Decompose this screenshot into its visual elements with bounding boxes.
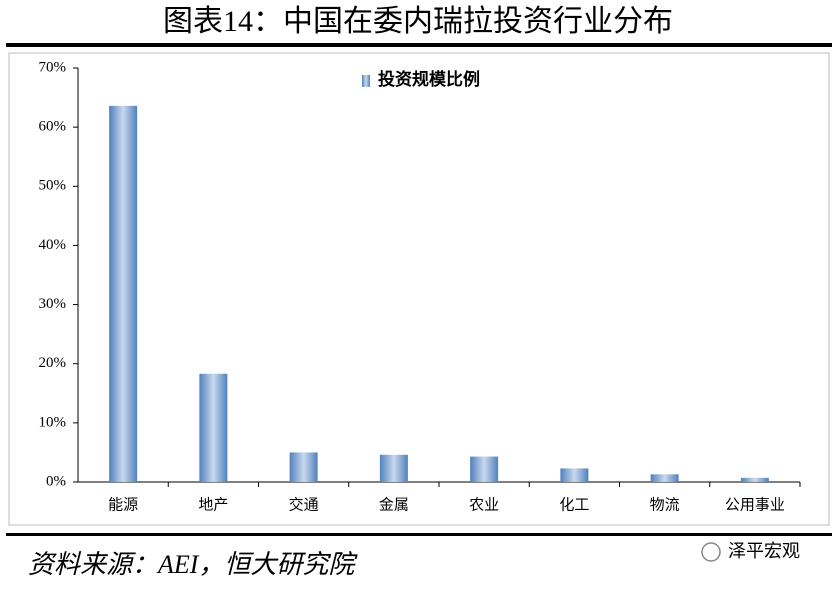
watermark: 泽平宏观	[701, 541, 800, 562]
chart-frame	[8, 52, 830, 526]
bar	[199, 373, 228, 482]
x-tick-label: 金属	[379, 496, 409, 513]
y-tick-label: 40%	[39, 237, 67, 253]
x-tick-label: 化工	[559, 496, 589, 513]
x-tick-label: 公用事业	[725, 496, 785, 513]
x-tick-label: 能源	[108, 496, 138, 513]
watermark-icon	[701, 542, 721, 562]
bar	[379, 454, 408, 482]
x-tick-label: 地产	[198, 496, 228, 513]
x-tick-label: 交通	[289, 495, 319, 513]
bar	[740, 477, 769, 482]
footer-rule	[6, 533, 832, 536]
bar	[560, 468, 589, 482]
x-tick-label: 农业	[469, 496, 499, 513]
y-tick-label: 20%	[39, 355, 67, 371]
y-tick-label: 70%	[39, 59, 67, 75]
x-tick-label: 物流	[650, 496, 680, 513]
legend-swatch	[362, 75, 370, 87]
bar	[289, 452, 318, 482]
bar	[109, 105, 138, 482]
y-tick-label: 60%	[39, 119, 67, 135]
y-tick-label: 30%	[39, 296, 67, 312]
bar	[650, 474, 679, 482]
y-tick-label: 10%	[39, 414, 67, 430]
bar	[470, 456, 499, 482]
title-rule	[6, 43, 832, 47]
legend-label: 投资规模比例	[378, 69, 480, 89]
watermark-text: 泽平宏观	[728, 541, 800, 562]
source-note: 资料来源：AEI，恒大研究院	[28, 550, 358, 579]
y-tick-label: 50%	[39, 178, 67, 194]
y-tick-label: 0%	[46, 473, 66, 489]
chart-title: 图表14：中国在委内瑞拉投资行业分布	[163, 5, 673, 38]
